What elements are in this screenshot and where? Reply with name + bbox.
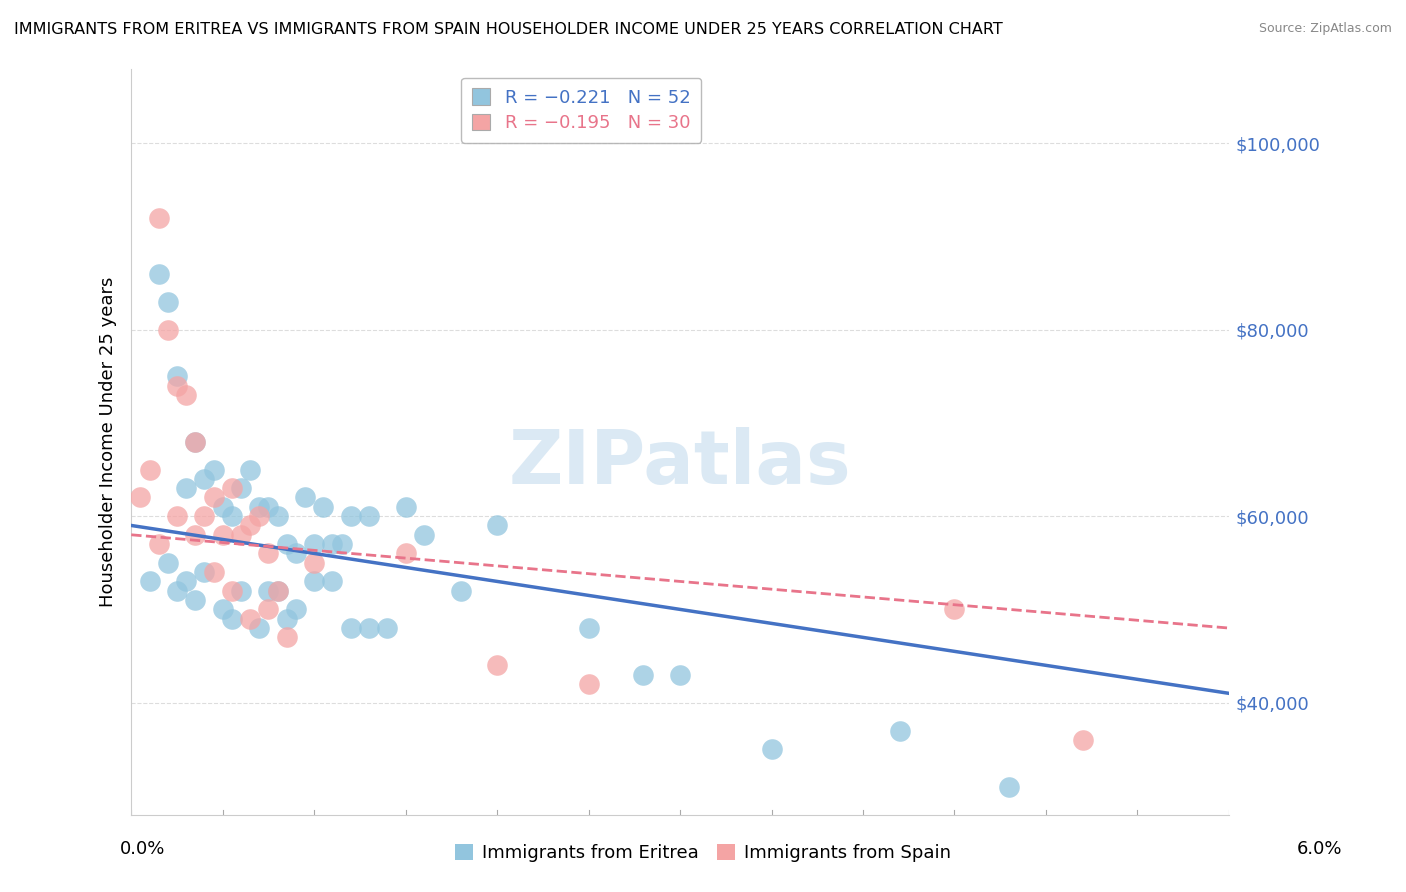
Point <box>211 602 233 616</box>
Point <box>302 574 325 589</box>
Point <box>156 294 179 309</box>
Point <box>156 556 179 570</box>
Point <box>294 491 316 505</box>
Point <box>166 509 188 524</box>
Point <box>239 462 262 476</box>
Point <box>202 565 225 579</box>
Point <box>247 621 270 635</box>
Point <box>761 742 783 756</box>
Point <box>266 509 288 524</box>
Point <box>302 556 325 570</box>
Point <box>943 602 966 616</box>
Point <box>202 491 225 505</box>
Point <box>257 583 280 598</box>
Point <box>184 593 207 607</box>
Point <box>302 537 325 551</box>
Point <box>578 621 600 635</box>
Point <box>276 537 298 551</box>
Point <box>174 481 197 495</box>
Point <box>633 667 655 681</box>
Point <box>321 574 343 589</box>
Point <box>266 583 288 598</box>
Point <box>211 528 233 542</box>
Point <box>247 509 270 524</box>
Point <box>998 780 1021 794</box>
Point <box>239 612 262 626</box>
Point <box>148 267 170 281</box>
Point <box>276 612 298 626</box>
Point <box>166 369 188 384</box>
Point <box>321 537 343 551</box>
Point <box>221 509 243 524</box>
Point <box>266 583 288 598</box>
Point <box>221 481 243 495</box>
Point <box>284 602 307 616</box>
Point <box>166 583 188 598</box>
Y-axis label: Householder Income Under 25 years: Householder Income Under 25 years <box>100 277 117 607</box>
Point <box>247 500 270 514</box>
Point <box>239 518 262 533</box>
Point <box>395 500 418 514</box>
Text: 6.0%: 6.0% <box>1298 840 1343 858</box>
Point <box>377 621 399 635</box>
Point <box>669 667 692 681</box>
Text: IMMIGRANTS FROM ERITREA VS IMMIGRANTS FROM SPAIN HOUSEHOLDER INCOME UNDER 25 YEA: IMMIGRANTS FROM ERITREA VS IMMIGRANTS FR… <box>14 22 1002 37</box>
Point <box>174 388 197 402</box>
Point <box>229 583 252 598</box>
Point <box>184 528 207 542</box>
Point <box>339 509 361 524</box>
Point <box>148 211 170 225</box>
Point <box>357 621 380 635</box>
Point <box>229 528 252 542</box>
Point <box>184 434 207 449</box>
Point <box>193 509 215 524</box>
Point <box>330 537 353 551</box>
Point <box>257 602 280 616</box>
Point <box>229 481 252 495</box>
Point <box>395 546 418 560</box>
Point <box>193 565 215 579</box>
Point <box>211 500 233 514</box>
Point <box>357 509 380 524</box>
Point <box>889 723 911 738</box>
Point <box>129 491 152 505</box>
Point <box>257 500 280 514</box>
Point <box>312 500 335 514</box>
Point <box>166 378 188 392</box>
Point <box>257 546 280 560</box>
Point <box>148 537 170 551</box>
Point <box>221 583 243 598</box>
Point <box>138 462 160 476</box>
Point <box>486 518 509 533</box>
Point <box>193 472 215 486</box>
Point <box>413 528 436 542</box>
Point <box>284 546 307 560</box>
Point <box>1071 733 1094 747</box>
Point <box>184 434 207 449</box>
Point <box>174 574 197 589</box>
Point <box>221 612 243 626</box>
Text: Source: ZipAtlas.com: Source: ZipAtlas.com <box>1258 22 1392 36</box>
Point <box>578 677 600 691</box>
Text: ZIPatlas: ZIPatlas <box>509 427 852 500</box>
Point <box>156 323 179 337</box>
Text: 0.0%: 0.0% <box>120 840 165 858</box>
Legend: Immigrants from Eritrea, Immigrants from Spain: Immigrants from Eritrea, Immigrants from… <box>447 837 959 870</box>
Point <box>450 583 472 598</box>
Point <box>486 658 509 673</box>
Point <box>202 462 225 476</box>
Point <box>339 621 361 635</box>
Legend: R = −0.221   N = 52, R = −0.195   N = 30: R = −0.221 N = 52, R = −0.195 N = 30 <box>461 78 702 143</box>
Point <box>276 631 298 645</box>
Point <box>138 574 160 589</box>
